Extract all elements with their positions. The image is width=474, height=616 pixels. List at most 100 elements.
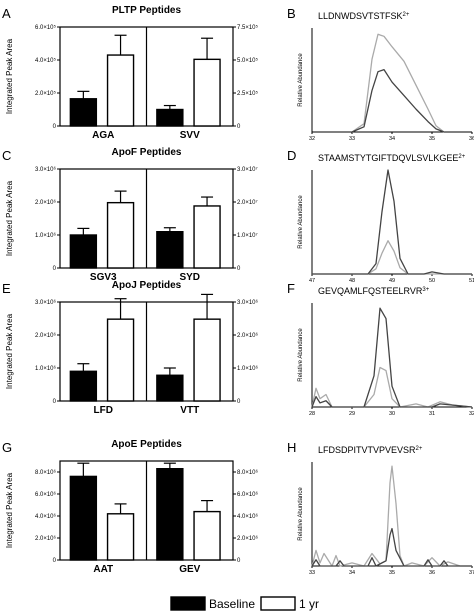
x-tick-label: 51 — [469, 278, 474, 284]
bar-aga-baseline — [69, 98, 98, 127]
bar-sgv3-one-yr — [106, 201, 135, 269]
trace-panel-b: B LLDNWDSVTSTFSK2+ Relative Abundance 32 33 3… — [287, 6, 474, 142]
x-tick-label: 35 — [389, 570, 395, 576]
legend-swatch-one-yr — [260, 596, 296, 611]
y-tick-label: 5.0×10⁵ — [237, 57, 259, 64]
bar-svv-one-yr — [193, 58, 221, 127]
y-tick-label: 2.0×10⁶ — [237, 535, 259, 542]
bar-lfd-baseline — [69, 370, 98, 402]
panel-letter: A — [2, 6, 11, 21]
bar-gev-one-yr — [193, 510, 221, 561]
peptide-charge: 3+ — [422, 287, 429, 293]
y-axis-label: Relative Abundance — [298, 328, 304, 382]
x-tick-label: 34 — [389, 136, 395, 142]
bar-lfd-one-yr — [106, 318, 135, 402]
y-axis-label: Integrated Peak Area — [5, 38, 14, 114]
peptide-label: LFDSDPITVTVPVEVSR2+ — [318, 445, 423, 455]
category-label-syd: SYD — [179, 272, 200, 283]
trace-baseline — [312, 169, 472, 275]
y-tick-label: 0 — [237, 399, 241, 405]
x-tick-label: 35 — [429, 136, 435, 142]
trace-one-yr — [311, 366, 473, 408]
y-tick-label: 3.0×10⁶ — [35, 166, 57, 173]
y-tick-label: 3.0×10⁶ — [35, 299, 57, 306]
legend-label-one-yr: 1 yr — [299, 597, 319, 611]
y-tick-label: 7.5×10⁵ — [237, 24, 259, 31]
trace-one-yr — [312, 240, 472, 275]
x-tick-label: 28 — [309, 411, 315, 417]
bar-syd-baseline — [156, 230, 184, 269]
y-tick-label: 2.0×10⁶ — [35, 199, 57, 206]
panel-letter: F — [287, 281, 295, 296]
panel-letter: H — [287, 440, 296, 455]
y-tick-label: 4.0×10⁵ — [35, 57, 57, 64]
y-tick-label: 1.0×10⁶ — [35, 365, 57, 372]
bar-panel-a: A PLTP Peptides Integrated Peak Area 0 2.0×1… — [2, 5, 259, 141]
y-tick-label: 2.0×10⁶ — [237, 332, 259, 339]
legend-swatch-baseline — [170, 596, 206, 611]
trace-baseline — [311, 527, 472, 567]
x-tick-label: 32 — [309, 136, 315, 142]
category-label-vtt: VTT — [180, 405, 199, 416]
bar-panel-g: G ApoE Peptides Integrated Peak Area 0 2.0×1… — [2, 439, 259, 575]
panel-title: ApoF Peptides — [111, 147, 181, 158]
peptide-charge: 2+ — [416, 446, 423, 452]
category-label-lfd: LFD — [94, 405, 113, 416]
x-tick-label: 33 — [349, 136, 355, 142]
y-tick-label: 6.0×10⁵ — [35, 24, 57, 31]
y-tick-label: 0 — [53, 266, 57, 272]
x-tick-label: 34 — [349, 570, 355, 576]
trace-one-yr — [351, 33, 445, 133]
trace-panel-h: H LFDSDPITVTVPVEVSR2+ Relative Abundance 33… — [287, 440, 474, 576]
y-tick-label: 0 — [237, 266, 241, 272]
y-axis-label: Relative Abundance — [298, 53, 304, 107]
trace-panel-f: F GEVQAMLFQSTEELRVR3+ Relative Abundance 28… — [287, 281, 474, 417]
bar-aat-baseline — [69, 475, 98, 561]
y-tick-label: 3.0×10⁷ — [237, 166, 258, 173]
y-tick-label: 6.0×10⁶ — [35, 491, 57, 498]
y-tick-label: 0 — [237, 124, 241, 130]
y-tick-label: 2.0×10⁷ — [237, 199, 258, 206]
trace-panel-d: D STAAMSTYTGIFTDQVLSVLKGEE2+ Relative Abun… — [287, 148, 474, 284]
category-label-svv: SVV — [180, 130, 200, 141]
x-tick-label: 49 — [389, 278, 395, 284]
trace-baseline — [311, 307, 473, 408]
panel-letter: C — [2, 148, 11, 163]
peptide-label: LLDNWDSVTSTFSK2+ — [318, 11, 410, 21]
y-tick-label: 0 — [53, 558, 57, 564]
y-tick-label: 0 — [53, 399, 57, 405]
peptide-charge: 2+ — [458, 154, 465, 160]
bar-gev-baseline — [156, 468, 184, 561]
y-tick-label: 2.0×10⁶ — [35, 535, 57, 542]
bar-sgv3-baseline — [69, 234, 98, 269]
y-tick-label: 8.0×10⁶ — [237, 469, 259, 476]
x-tick-label: 33 — [309, 570, 315, 576]
x-tick-label: 36 — [469, 136, 474, 142]
y-tick-label: 2.0×10⁶ — [35, 332, 57, 339]
y-tick-label: 0 — [237, 558, 241, 564]
category-label-gev: GEV — [179, 564, 200, 575]
bar-panel-c: C ApoF Peptides Integrated Peak Area 0 1.0×1… — [2, 147, 258, 283]
panel-letter: G — [2, 440, 12, 455]
panel-title: ApoE Peptides — [111, 439, 182, 450]
legend: Baseline 1 yr — [170, 596, 319, 611]
bar-syd-one-yr — [193, 205, 221, 269]
category-label-aga: AGA — [92, 130, 114, 141]
x-tick-label: 29 — [349, 411, 355, 417]
y-tick-label: 3.0×10⁶ — [237, 299, 259, 306]
panel-letter: D — [287, 148, 296, 163]
panel-title: PLTP Peptides — [112, 5, 182, 16]
bar-svv-baseline — [156, 108, 184, 127]
x-tick-label: 37 — [469, 570, 474, 576]
x-tick-label: 30 — [389, 411, 395, 417]
x-tick-label: 31 — [429, 411, 435, 417]
y-axis-label: Integrated Peak Area — [5, 472, 14, 548]
bar-aga-one-yr — [106, 54, 135, 127]
category-label-sgv3: SGV3 — [90, 272, 117, 283]
y-axis-label: Relative Abundance — [298, 487, 304, 541]
y-axis-label: Integrated Peak Area — [5, 180, 14, 256]
panel-letter: E — [2, 281, 11, 296]
bar-vtt-baseline — [156, 374, 184, 402]
y-tick-label: 8.0×10⁶ — [35, 469, 57, 476]
